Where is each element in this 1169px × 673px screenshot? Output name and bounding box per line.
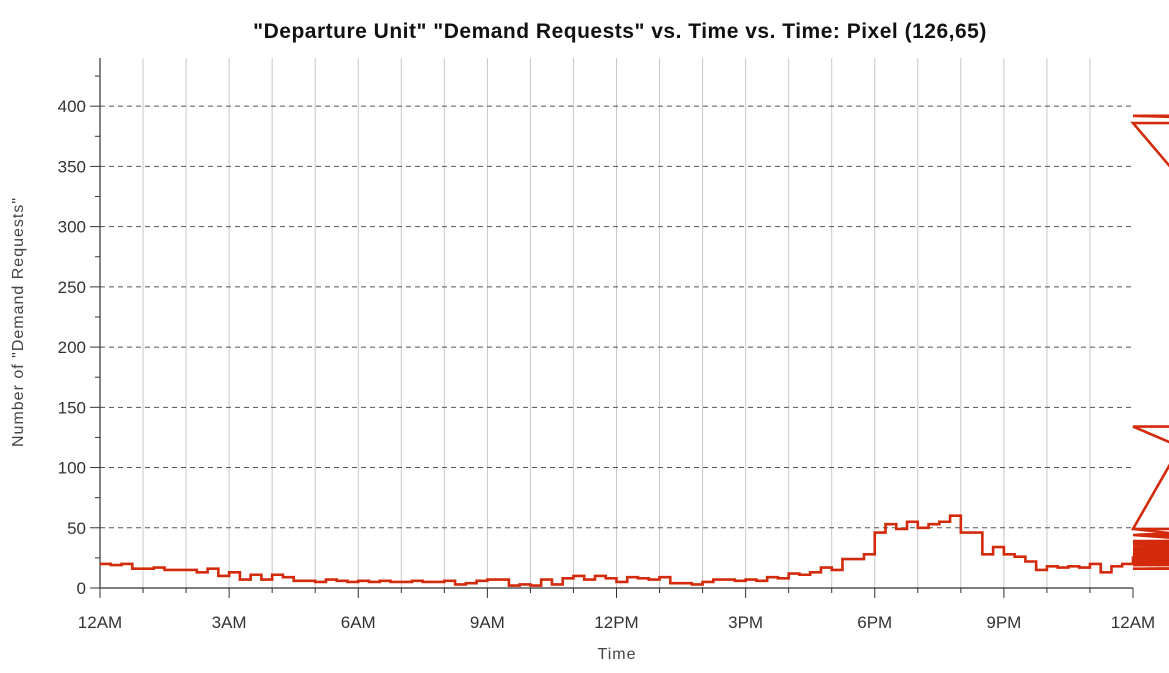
x-axis-label: Time (598, 646, 637, 663)
x-axis-ticks: 12AM 3AM 6AM 9AM 12PM 3PM 6PM 9PM 12AM (78, 588, 1155, 632)
x-tick-label: 9PM (986, 613, 1021, 632)
x-tick-label: 6PM (857, 613, 892, 632)
y-axis-ticks: 0 50 100 150 200 250 300 350 400 (58, 75, 100, 598)
y-tick-label: 400 (58, 97, 86, 116)
y-tick-label: 100 (58, 459, 86, 478)
vertical-grid (142, 58, 1091, 588)
x-tick-label: 3AM (212, 613, 247, 632)
y-tick-label: 350 (58, 157, 86, 176)
x-tick-label: 12PM (594, 613, 638, 632)
y-tick-label: 50 (67, 519, 86, 538)
x-tick-label: 12AM (78, 613, 122, 632)
y-axis-label: Number of "Demand Requests" (10, 197, 27, 447)
plot-area (100, 114, 1169, 587)
y-tick-label: 200 (58, 338, 86, 357)
y-tick-label: 300 (58, 218, 86, 237)
demand-requests-series-line (100, 114, 1169, 587)
x-tick-label: 12AM (1111, 613, 1155, 632)
y-tick-label: 150 (58, 398, 86, 417)
y-tick-label: 0 (77, 579, 86, 598)
y-tick-label: 250 (58, 278, 86, 297)
horizontal-grid (100, 105, 1133, 529)
x-tick-label: 3PM (728, 613, 763, 632)
x-tick-label: 9AM (470, 613, 505, 632)
chart-title: "Departure Unit" "Demand Requests" vs. T… (253, 20, 987, 43)
x-tick-label: 6AM (341, 613, 376, 632)
